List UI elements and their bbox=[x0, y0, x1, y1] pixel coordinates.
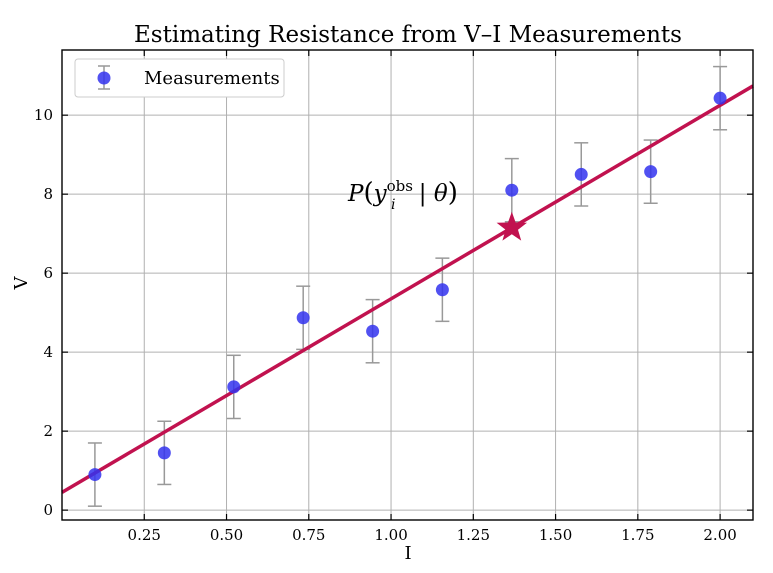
data-point bbox=[366, 324, 380, 338]
data-point bbox=[644, 165, 658, 179]
legend-label-measurements: Measurements bbox=[144, 68, 280, 89]
x-tick-label: 1.50 bbox=[539, 526, 572, 544]
highlight-star-group bbox=[496, 211, 528, 241]
data-point bbox=[227, 380, 241, 394]
x-tick-label: 2.00 bbox=[703, 526, 736, 544]
plot-frame bbox=[61, 49, 754, 521]
data-point bbox=[88, 468, 102, 482]
annotation-likelihood: P(yobs i | θ) bbox=[347, 177, 458, 213]
x-tick-label: 0.50 bbox=[210, 526, 243, 544]
y-tick-label: 0 bbox=[43, 501, 53, 519]
annotation-p: P bbox=[347, 181, 364, 207]
y-tick-label: 2 bbox=[43, 422, 53, 440]
legend-marker bbox=[97, 71, 111, 85]
error-bars bbox=[87, 65, 728, 507]
legend: Measurements bbox=[74, 58, 285, 98]
x-tick-label: 0.25 bbox=[128, 526, 161, 544]
legend-box bbox=[74, 58, 285, 98]
highlight-star bbox=[496, 211, 528, 241]
data-point bbox=[157, 446, 171, 460]
data-point bbox=[435, 283, 449, 297]
fit-line-group bbox=[61, 84, 754, 494]
y-tick-label: 4 bbox=[43, 343, 53, 361]
fit-line bbox=[61, 84, 754, 494]
x-tick-label: 1.00 bbox=[374, 526, 407, 544]
data-point bbox=[574, 167, 588, 181]
annotation-sub: i bbox=[391, 197, 395, 213]
x-tick-label: 1.25 bbox=[457, 526, 490, 544]
annotation-mid: | bbox=[411, 181, 433, 207]
x-tick-label: 1.75 bbox=[621, 526, 654, 544]
y-tick-label: 8 bbox=[43, 185, 53, 203]
data-point bbox=[505, 183, 519, 197]
x-tick-label: 0.75 bbox=[292, 526, 325, 544]
annotation-sup: obs bbox=[387, 177, 413, 195]
x-axis-label: I bbox=[404, 543, 411, 564]
data-points bbox=[88, 91, 727, 482]
chart-title: Estimating Resistance from V–I Measureme… bbox=[134, 22, 682, 48]
annotation-y: y bbox=[373, 181, 388, 207]
data-point bbox=[713, 91, 727, 105]
annotation-theta: θ bbox=[434, 181, 448, 207]
y-tick-label: 10 bbox=[34, 106, 53, 124]
ticks: 0.25 0.50 0.75 1.00 1.25 1.50 1.75 2.00 0 2 4 6 8 10 bbox=[34, 50, 753, 544]
grid bbox=[62, 50, 753, 520]
data-point bbox=[296, 311, 310, 325]
y-axis-label: V bbox=[11, 276, 32, 291]
y-tick-label: 6 bbox=[43, 264, 53, 282]
